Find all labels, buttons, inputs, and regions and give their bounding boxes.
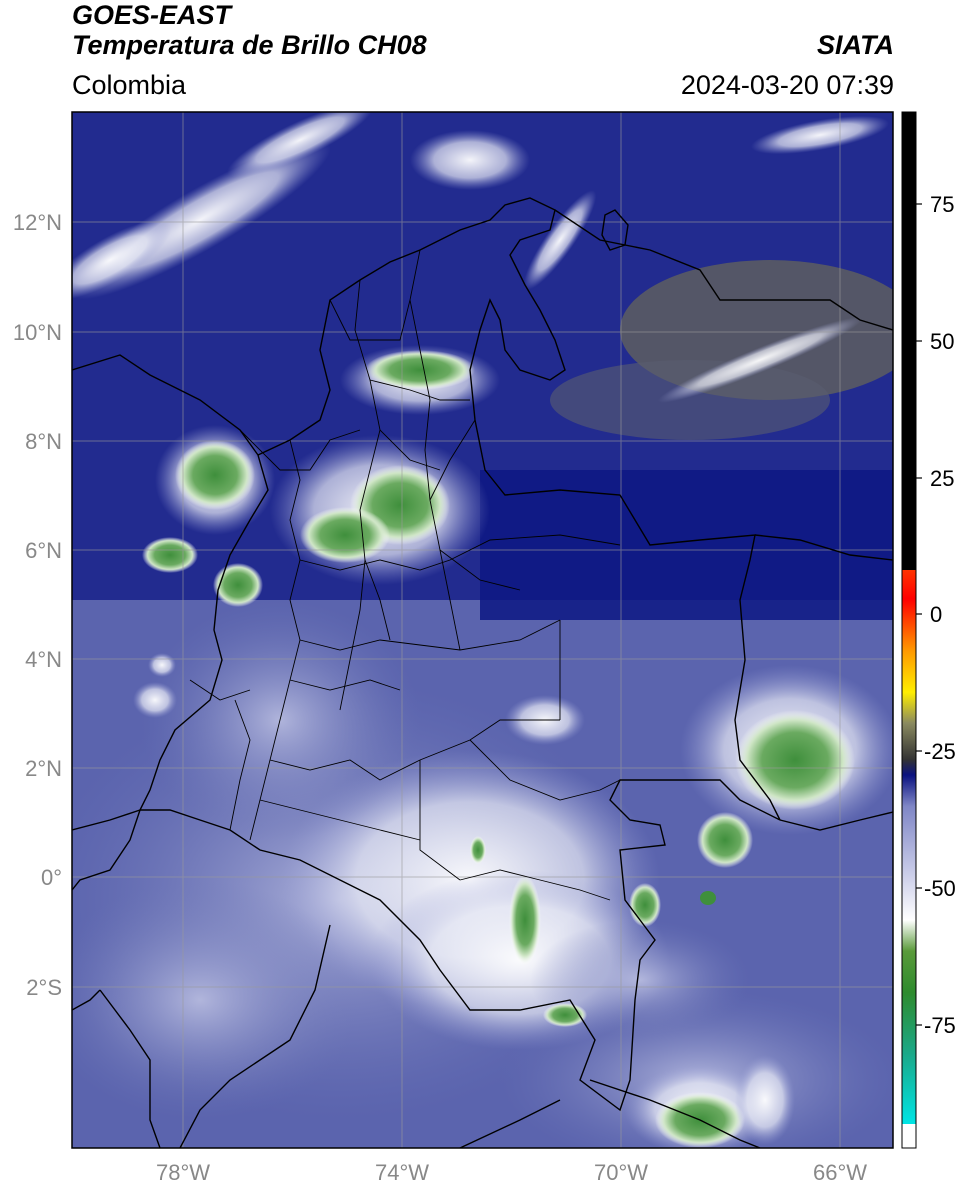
map-frame [71,111,894,1149]
department-borders [189,249,621,901]
lat-label: 4°N [25,647,62,672]
lat-label: 10°N [13,320,62,345]
lon-label: 78°W [156,1160,210,1185]
colorbar-label: -25 [924,739,956,764]
colorbar-label: 25 [930,466,954,491]
colorbar-label: 0 [930,602,942,627]
colorbar-label: -75 [924,1013,956,1038]
longitude-labels: 78°W 74°W 70°W 66°W [156,1160,867,1185]
colorbar-scale [901,111,917,1149]
source-label: SIATA [817,30,894,60]
colorbar-label: 50 [930,329,954,354]
country-borders [72,197,893,1148]
product-title: Temperatura de Brillo CH08 [72,30,427,60]
lon-label: 66°W [813,1160,867,1185]
latitude-labels: 12°N 10°N 8°N 6°N 4°N 2°N 0° 2°S [13,210,62,1000]
lat-label: 8°N [25,429,62,454]
region-label: Colombia [72,70,187,100]
lat-label: 2°S [26,975,62,1000]
datetime-label: 2024-03-20 07:39 [680,70,894,100]
graticule [72,112,893,1148]
lon-label: 74°W [375,1160,429,1185]
colorbar: 75 50 25 0 -25 -50 -75 [901,111,956,1149]
lat-label: 12°N [13,210,62,235]
lat-label: 0° [41,865,62,890]
lat-label: 2°N [25,756,62,781]
map-imagery [72,112,893,1148]
satellite-title: GOES-EAST [72,0,232,30]
colorbar-label: -50 [924,876,956,901]
lon-label: 70°W [594,1160,648,1185]
colorbar-label: 75 [930,192,954,217]
lat-label: 6°N [25,538,62,563]
